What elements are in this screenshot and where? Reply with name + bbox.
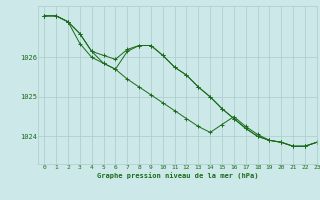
X-axis label: Graphe pression niveau de la mer (hPa): Graphe pression niveau de la mer (hPa) [97,172,258,179]
